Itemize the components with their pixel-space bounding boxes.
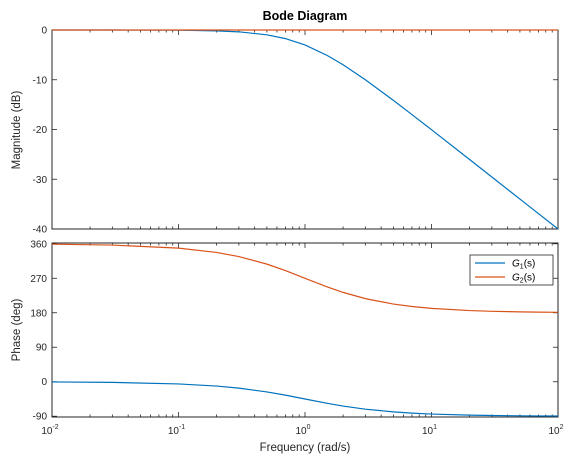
phase-y-tick-labels: 360 270 180 90 0 -90 xyxy=(30,239,47,422)
x-tick-label: 100 xyxy=(295,424,310,437)
legend: G1(s) G2(s) xyxy=(469,254,554,286)
y-tick-label: -20 xyxy=(33,125,48,136)
y-tick-label: 0 xyxy=(41,26,47,37)
x-axis-label: Frequency (rad/s) xyxy=(260,442,351,454)
phase-series-line-1 xyxy=(51,381,559,417)
y-tick-label: -30 xyxy=(33,175,48,186)
x-tick-label: 102 xyxy=(548,424,563,437)
x-tick-label: 10-1 xyxy=(168,424,185,437)
legend-entry-g1: G1(s) xyxy=(512,259,535,271)
legend-box xyxy=(469,254,554,286)
magnitude-series xyxy=(51,29,559,230)
magnitude-y-tick-labels: 0 -10 -20 -30 -40 xyxy=(33,26,48,236)
y-tick-label: 270 xyxy=(30,274,47,285)
phase-series xyxy=(51,243,559,417)
y-tick-label: 180 xyxy=(30,308,47,319)
phase-y-axis-label: Phase (deg) xyxy=(11,299,23,362)
x-tick-label: 101 xyxy=(422,424,437,437)
chart-title: Bode Diagram xyxy=(263,9,348,23)
y-tick-label: -40 xyxy=(33,225,48,236)
phase-series-line-2 xyxy=(51,243,559,313)
y-tick-label: -10 xyxy=(33,75,48,86)
legend-entry-g2: G2(s) xyxy=(512,273,535,285)
y-tick-label: -90 xyxy=(33,412,48,423)
x-tick-label: 10-2 xyxy=(41,424,58,437)
mag-series-line-1 xyxy=(51,29,559,230)
magnitude-axes-box xyxy=(51,29,559,230)
y-tick-label: 90 xyxy=(36,343,48,354)
y-tick-label: 0 xyxy=(41,377,47,388)
x-tick-labels: 10-2 10-1 100 101 102 xyxy=(41,424,563,437)
phase-ticks xyxy=(51,243,558,417)
magnitude-panel: 0 -10 -20 -30 -40 Magnitude (dB) xyxy=(11,26,559,236)
magnitude-y-axis-label: Magnitude (dB) xyxy=(11,91,23,170)
phase-panel: 360 270 180 90 0 -90 Phase (deg) G1(s) G2(s) xyxy=(11,239,559,423)
y-tick-label: 360 xyxy=(30,239,47,250)
